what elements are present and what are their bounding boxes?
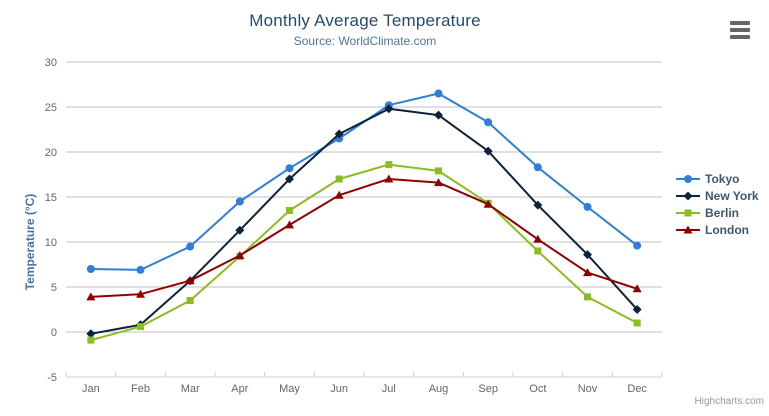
series-london-point-oct[interactable]	[533, 234, 543, 243]
legend-item-tokyo[interactable]: Tokyo	[676, 172, 759, 186]
x-axis-label-jan: Jan	[82, 383, 100, 395]
legend-label: London	[705, 223, 749, 237]
x-axis-label-jun: Jun	[330, 383, 348, 395]
y-axis-label--5: -5	[47, 372, 57, 384]
series-berlin-point-mar[interactable]	[186, 297, 194, 304]
triangle-marker-icon	[676, 225, 700, 234]
series-berlin-point-jan[interactable]	[87, 336, 95, 344]
series-london-point-aug[interactable]	[434, 178, 443, 187]
series-new-york-point-jul[interactable]	[384, 104, 394, 114]
series-london-line	[89, 178, 639, 298]
series-tokyo-point-aug[interactable]	[434, 89, 443, 98]
x-axis-label-mar: Mar	[181, 383, 200, 395]
series-new-york-point-jan[interactable]	[86, 329, 96, 339]
series-berlin-point-oct[interactable]	[534, 247, 542, 255]
y-axis-label-0: 0	[51, 327, 57, 339]
series-new-york-point-sep[interactable]	[483, 146, 493, 156]
series-berlin-point-may[interactable]	[286, 207, 293, 214]
series-tokyo-point-sep[interactable]	[484, 118, 493, 127]
legend: Tokyo New York Berlin London	[676, 172, 759, 237]
series-london-point-jan[interactable]	[86, 292, 96, 301]
y-axis-label-15: 15	[45, 192, 57, 204]
legend-label: Tokyo	[705, 172, 740, 186]
series-new-york-point-nov[interactable]	[583, 250, 592, 260]
series-tokyo-point-mar[interactable]	[186, 242, 195, 251]
series-tokyo-point-oct[interactable]	[533, 163, 542, 172]
y-axis-label-20: 20	[45, 147, 57, 159]
hamburger-icon	[730, 35, 750, 39]
x-axis-label-aug: Aug	[429, 383, 449, 395]
series-berlin-point-jun[interactable]	[335, 175, 343, 183]
series-london-point-jul[interactable]	[384, 174, 394, 183]
series-tokyo-point-nov[interactable]	[583, 202, 592, 211]
x-axis-label-dec: Dec	[627, 383, 647, 395]
series-tokyo-point-jan[interactable]	[86, 265, 95, 273]
chart-subtitle: Source: WorldClimate.com	[293, 34, 437, 48]
chart-title: Monthly Average Temperature	[249, 11, 481, 30]
series-london-point-sep[interactable]	[483, 199, 493, 208]
x-axis-label-nov: Nov	[578, 383, 598, 395]
series-london-point-feb[interactable]	[136, 289, 145, 298]
y-axis-label-10: 10	[45, 237, 57, 249]
series-london-point-mar[interactable]	[185, 276, 195, 285]
diamond-marker-icon	[676, 191, 700, 201]
series-berlin-point-jul[interactable]	[385, 161, 393, 169]
series-london-point-jun[interactable]	[334, 190, 344, 199]
credits-link[interactable]: Highcharts.com	[694, 396, 764, 407]
y-axis-label-30: 30	[45, 57, 57, 69]
series-new-york-point-dec[interactable]	[632, 305, 642, 314]
series-tokyo-point-apr[interactable]	[235, 197, 244, 206]
legend-item-london[interactable]: London	[676, 223, 759, 237]
y-axis-label-25: 25	[45, 102, 57, 114]
legend-item-berlin[interactable]: Berlin	[676, 206, 759, 220]
series-tokyo-point-dec[interactable]	[633, 241, 642, 250]
series-london-point-nov[interactable]	[583, 268, 592, 277]
y-axis-label-5: 5	[51, 282, 57, 294]
x-axis-label-sep: Sep	[478, 383, 498, 395]
series-tokyo-point-may[interactable]	[285, 164, 294, 173]
x-axis-label-apr: Apr	[231, 383, 248, 395]
series-new-york-point-aug[interactable]	[434, 110, 443, 120]
legend-item-new-york[interactable]: New York	[676, 189, 759, 203]
series-new-york-point-oct[interactable]	[533, 200, 543, 210]
circle-marker-icon	[676, 175, 700, 183]
series-berlin-point-aug[interactable]	[435, 167, 442, 175]
square-marker-icon	[676, 209, 700, 217]
series-berlin-point-nov[interactable]	[584, 293, 591, 301]
legend-label: Berlin	[705, 206, 740, 220]
legend-label: New York	[705, 189, 759, 203]
series-tokyo-line	[89, 92, 639, 271]
series-berlin-point-dec[interactable]	[633, 319, 641, 327]
series-berlin-line	[89, 163, 639, 342]
hamburger-icon	[730, 28, 750, 32]
x-axis-label-feb: Feb	[131, 383, 150, 395]
series-tokyo-point-feb[interactable]	[136, 265, 145, 274]
x-axis-label-oct: Oct	[529, 383, 546, 395]
context-menu-button[interactable]	[727, 18, 755, 42]
x-axis-label-jul: Jul	[382, 383, 396, 395]
series-london-point-may[interactable]	[285, 220, 294, 229]
series-london-point-apr[interactable]	[235, 251, 245, 259]
series-berlin-point-feb[interactable]	[137, 323, 144, 331]
hamburger-icon	[730, 21, 750, 25]
series-new-york-point-may[interactable]	[285, 174, 294, 184]
series-new-york-point-apr[interactable]	[235, 225, 245, 235]
x-axis-label-may: May	[279, 383, 300, 395]
series-new-york-point-jun[interactable]	[334, 129, 344, 139]
series-new-york-line	[89, 107, 639, 335]
series-london-point-dec[interactable]	[632, 284, 642, 293]
